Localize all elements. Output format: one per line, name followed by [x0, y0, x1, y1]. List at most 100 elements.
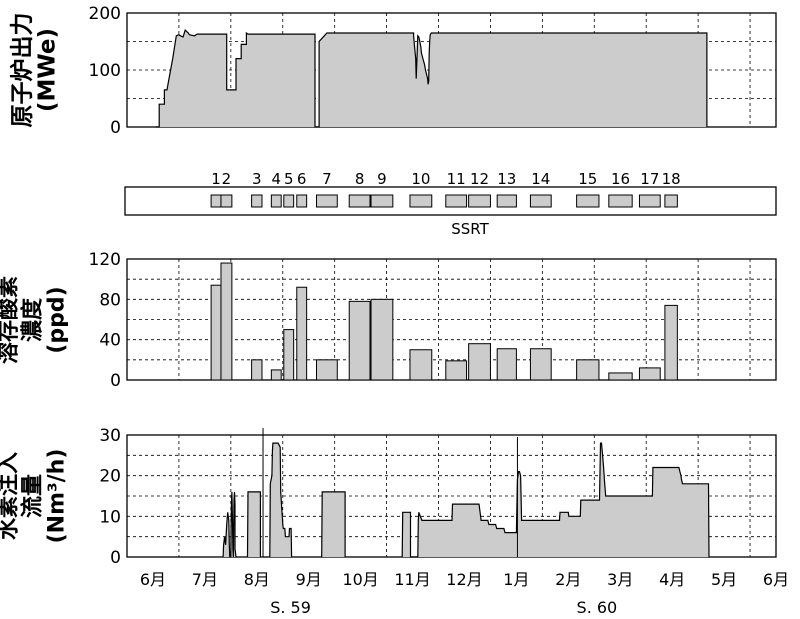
- do-bar-16: [608, 372, 633, 381]
- month-axis-labels: 6月7月8月9月10月11月12月1月2月3月4月5月6月7月: [140, 570, 789, 589]
- month-label: 11月: [394, 570, 430, 589]
- month-label: 8月: [244, 570, 270, 589]
- ssrt-frame: [124, 186, 777, 216]
- ssrt-label-6: 6: [297, 170, 307, 188]
- month-label: 5月: [711, 570, 737, 589]
- ssrt-box-3: [251, 194, 263, 208]
- panel-reactor-power: 0 100 200 原子炉出力(MWe): [9, 4, 777, 138]
- month-label: 4月: [659, 570, 685, 589]
- ssrt-label-11: 11: [447, 170, 466, 188]
- do-bar-14: [529, 348, 552, 381]
- do-bar-5: [283, 329, 295, 381]
- y-label-line: (ppd): [45, 286, 70, 353]
- do-bar-17: [638, 367, 661, 381]
- year-label: S. 59: [270, 598, 311, 617]
- y-label-line: 濃度: [20, 297, 46, 342]
- y-tick-label: 0: [110, 371, 121, 391]
- ssrt-axis-label: SSRT: [451, 220, 489, 238]
- ssrt-box-4: [270, 194, 282, 208]
- ssrt-box-5: [283, 194, 295, 208]
- year-label: S. 60: [577, 598, 618, 617]
- do-bar-9: [370, 298, 394, 381]
- y-tick-label: 10: [99, 507, 121, 527]
- ssrt-box-6: [296, 194, 308, 208]
- y-label-line: (MWe): [35, 28, 61, 112]
- ssrt-label-14: 14: [531, 170, 550, 188]
- ssrt-box-16: [608, 194, 633, 208]
- area-fill: [223, 491, 237, 557]
- y-tick-label: 200: [89, 4, 121, 24]
- month-label: 6月: [140, 570, 166, 589]
- ssrt-label-7: 7: [322, 170, 332, 188]
- hydrogen-injection-y-label: 水素注入流量(Nm³/h): [0, 449, 70, 544]
- y-tick-label: 100: [89, 61, 121, 81]
- do-bar-12: [468, 343, 491, 381]
- reactor-power-y-ticks: 0 100 200: [89, 4, 121, 138]
- ssrt-label-16: 16: [611, 170, 630, 188]
- month-label: 1月: [503, 570, 529, 589]
- do-bar-13: [496, 348, 517, 381]
- area-outline: [246, 491, 261, 558]
- area-outline: [321, 491, 346, 558]
- ssrt-label-4: 4: [271, 170, 281, 188]
- ssrt-label-12: 12: [470, 170, 489, 188]
- y-label-line: 原子炉出力: [9, 13, 36, 128]
- dissolved-oxygen-bars: [210, 262, 678, 381]
- ssrt-label-8: 8: [355, 170, 365, 188]
- ssrt-label-17: 17: [640, 170, 659, 188]
- y-tick-label: 40: [99, 331, 121, 351]
- month-label: 10月: [342, 570, 378, 589]
- ssrt-label-5: 5: [284, 170, 294, 188]
- area-outline: [269, 442, 293, 558]
- ssrt-box-12: [468, 194, 491, 208]
- dissolved-oxygen-y-ticks: 0 40 80 120: [89, 250, 121, 391]
- ssrt-box-14: [529, 194, 552, 208]
- y-tick-label: 30: [99, 426, 121, 446]
- ssrt-box-17: [638, 194, 661, 208]
- area-outline: [401, 442, 710, 558]
- ssrt-label-2: 2: [222, 170, 232, 188]
- do-bar-10: [409, 349, 433, 381]
- ssrt-box-11: [445, 194, 468, 208]
- y-tick-label: 20: [99, 467, 121, 487]
- y-tick-label: 80: [99, 290, 121, 310]
- hydrogen-injection-y-ticks: 0 10 20 30: [99, 426, 121, 568]
- area-fill: [247, 491, 261, 557]
- ssrt-test-boxes: [210, 194, 678, 208]
- y-tick-label: 0: [110, 548, 121, 568]
- ssrt-box-15: [576, 194, 600, 208]
- reactor-power-series: [155, 29, 708, 128]
- area-fill: [155, 30, 707, 128]
- ssrt-label-3: 3: [252, 170, 262, 188]
- do-bar-8: [348, 300, 371, 381]
- ssrt-test-labels: 1 2 3 4 5 6 7 8 9 10 11 12 13 14 15 16 17 18: [211, 170, 680, 188]
- month-label: 6月: [763, 570, 789, 589]
- ssrt-box-9: [370, 194, 394, 208]
- ssrt-label-13: 13: [497, 170, 516, 188]
- area-fill: [321, 491, 346, 557]
- y-label-line: (Nm³/h): [45, 449, 70, 544]
- panel-dissolved-oxygen: 0 40 80 120 溶存酸素濃度(ppd): [0, 250, 777, 391]
- area-fill: [402, 443, 710, 557]
- month-label: 9月: [296, 570, 322, 589]
- do-bar-7: [316, 359, 338, 381]
- year-axis-labels: S. 59 S. 60: [270, 598, 617, 617]
- ssrt-box-18: [664, 194, 678, 208]
- y-label-line: 溶存酸素: [0, 276, 22, 364]
- reactor-power-y-label: 原子炉出力(MWe): [9, 13, 61, 128]
- ssrt-box-8: [348, 194, 371, 208]
- do-bar-6: [296, 286, 308, 381]
- do-bar-1: [210, 284, 222, 381]
- ssrt-box-10: [409, 194, 433, 208]
- ssrt-box-7: [316, 194, 338, 208]
- area-outline: [155, 29, 708, 128]
- do-bar-15: [576, 359, 600, 381]
- month-label: 7月: [192, 570, 218, 589]
- do-bar-4: [270, 369, 282, 381]
- month-label: 12月: [446, 570, 482, 589]
- area-outline: [222, 491, 237, 558]
- do-bar-18: [664, 304, 678, 381]
- ssrt-label-10: 10: [411, 170, 430, 188]
- do-bar-2: [220, 262, 233, 381]
